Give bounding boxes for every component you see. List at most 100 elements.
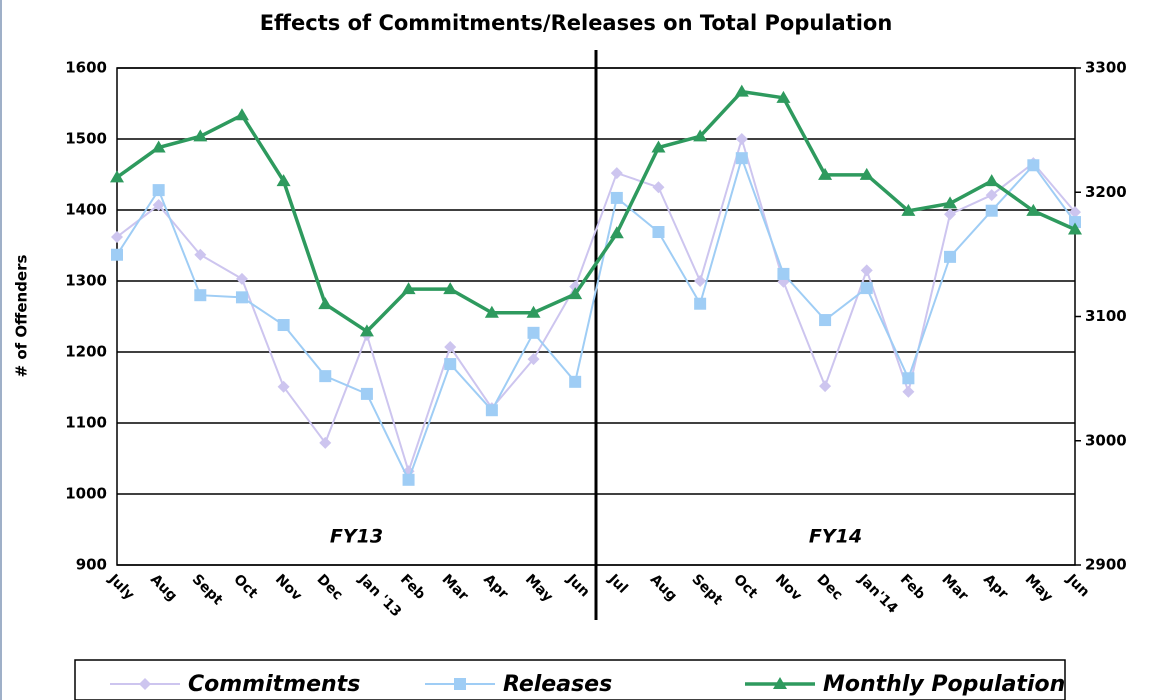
triangle-marker <box>526 305 541 318</box>
x-tick-label: Sept <box>688 571 725 608</box>
y-tick-label: 1100 <box>65 414 107 432</box>
diamond-marker <box>319 436 332 449</box>
triangle-marker <box>110 170 124 183</box>
square-marker <box>235 291 248 304</box>
diamond-marker <box>652 181 665 194</box>
diamond-marker <box>694 275 707 287</box>
diamond-marker <box>735 133 748 145</box>
square-marker <box>652 226 665 239</box>
triangle-marker <box>443 282 458 295</box>
triangle-marker <box>943 196 958 209</box>
square-marker <box>1069 216 1081 229</box>
diamond-marker <box>194 248 207 261</box>
y-axis-label: # of Offenders <box>13 255 31 378</box>
triangle-marker <box>859 167 874 180</box>
triangle-marker <box>276 174 291 187</box>
y-tick-label: 1500 <box>65 130 107 148</box>
square-marker <box>527 326 540 339</box>
square-marker <box>319 370 332 383</box>
triangle-marker <box>609 226 624 239</box>
y-tick-label: 900 <box>76 556 107 574</box>
x-tick-label: Sept <box>189 571 226 608</box>
square-marker <box>985 204 998 217</box>
triangle-marker <box>651 140 666 153</box>
chart-title: Effects of Commitments/Releases on Total… <box>260 11 893 35</box>
y-tick-label: 1400 <box>65 201 107 219</box>
triangle-marker <box>193 129 208 142</box>
diamond-marker <box>235 272 248 285</box>
x-tick-label: Aug <box>647 571 680 604</box>
diamond-marker <box>444 341 457 354</box>
triangle-marker <box>1026 203 1041 216</box>
square-marker <box>194 289 207 302</box>
square-marker <box>944 250 957 263</box>
x-tick-label: July <box>105 571 138 604</box>
triangle-marker <box>484 305 499 318</box>
x-tick-label: Dec <box>314 571 346 603</box>
x-tick-label: Jan '13 <box>355 571 405 621</box>
fiscal-year-label: FY13 <box>330 526 383 548</box>
square-marker <box>1027 159 1040 172</box>
square-marker <box>402 473 415 486</box>
legend-box <box>74 659 1066 700</box>
diamond-marker <box>152 199 165 212</box>
x-tick-label: Aug <box>147 571 180 604</box>
x-tick-label: Apr <box>480 571 511 602</box>
fiscal-year-label: FY14 <box>809 526 862 548</box>
square-marker <box>152 184 165 197</box>
series-line <box>116 154 1076 483</box>
triangle-marker <box>151 140 166 153</box>
diamond-marker <box>277 380 290 393</box>
square-marker <box>111 248 123 261</box>
square-marker <box>360 387 373 400</box>
y-tick-label: 1300 <box>65 272 107 290</box>
triangle-marker <box>734 84 749 97</box>
triangle-marker <box>776 90 791 103</box>
diamond-marker <box>111 230 123 243</box>
x-tick-label: Mar <box>938 571 971 604</box>
diamond-marker <box>1069 206 1081 219</box>
triangle-marker <box>693 129 708 142</box>
diamond-marker <box>985 189 998 202</box>
y2-tick-label: 3300 <box>1085 59 1127 77</box>
legend-label: Releases <box>503 672 612 697</box>
x-tick-label: Jun <box>1063 571 1093 601</box>
square-marker <box>902 372 915 385</box>
y2-tick-label: 3200 <box>1085 183 1127 201</box>
x-tick-label: May <box>522 571 556 605</box>
legend-label: Monthly Population <box>823 672 1065 697</box>
triangle-marker <box>234 108 249 121</box>
x-tick-label: Nov <box>772 571 805 604</box>
triangle-marker <box>1068 222 1082 235</box>
triangle-marker <box>901 203 916 216</box>
x-tick-label: Jun <box>563 571 593 601</box>
triangle-marker <box>568 287 583 300</box>
y-tick-label: 1000 <box>65 485 107 503</box>
square-marker <box>694 297 707 310</box>
diamond-marker <box>610 167 623 180</box>
square-marker <box>735 152 748 165</box>
x-tick-label: Mar <box>439 571 472 604</box>
y-tick-label: 1600 <box>65 59 107 77</box>
triangle-marker <box>984 174 999 187</box>
square-marker <box>819 314 832 327</box>
diamond-marker <box>944 208 957 221</box>
triangle-marker <box>401 282 416 295</box>
x-tick-label: Apr <box>980 571 1011 602</box>
x-tick-label: May <box>1022 571 1056 605</box>
series-line <box>115 89 1076 334</box>
y2-tick-label: 2900 <box>1085 556 1127 574</box>
triangle-marker <box>318 297 333 310</box>
square-marker <box>569 375 582 388</box>
diamond-marker <box>902 385 915 398</box>
square-marker <box>444 358 457 371</box>
x-tick-label: Nov <box>272 571 305 604</box>
diamond-marker <box>527 353 540 366</box>
y2-tick-label: 3000 <box>1085 431 1127 449</box>
y-tick-label: 1200 <box>65 343 107 361</box>
x-tick-label: Dec <box>813 571 845 603</box>
square-marker <box>277 319 290 332</box>
x-tick-label: Jul <box>604 571 630 597</box>
series-line <box>116 135 1076 475</box>
